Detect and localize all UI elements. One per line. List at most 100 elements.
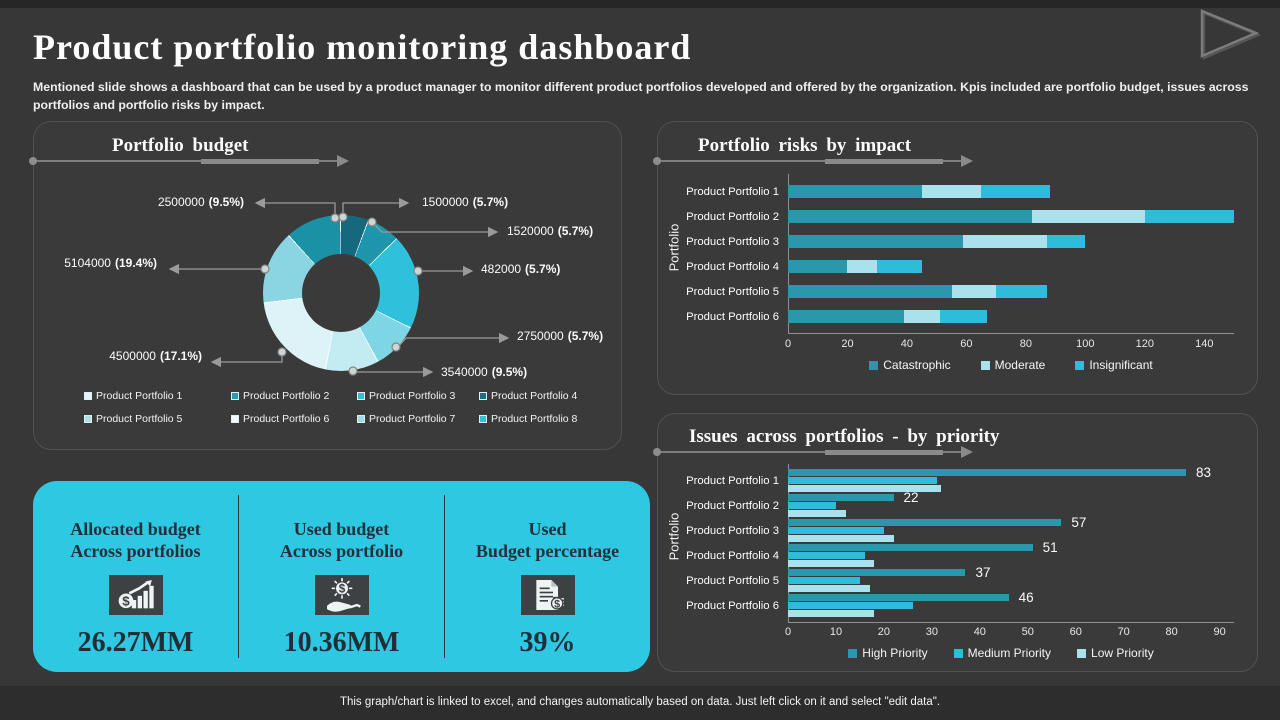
bar-low-priority: [788, 610, 875, 617]
kpi-used-budget: Used budget Across portfolio $ 10.36MM: [238, 495, 444, 658]
legend-item: Product Portfolio 4: [479, 390, 577, 402]
legend-label: Product Portfolio 1: [96, 390, 183, 402]
callout-pct: (19.4%): [114, 256, 157, 270]
bar-segment-insignificant: [1144, 210, 1234, 223]
legend-swatch: [953, 648, 963, 658]
category-label: Product Portfolio 5: [686, 285, 779, 298]
bar-track: [788, 260, 922, 273]
legend-swatch: [848, 648, 858, 658]
callout-value: 1500000: [422, 195, 469, 209]
bar-segment-moderate: [847, 260, 878, 273]
legend-label: Product Portfolio 4: [491, 390, 578, 402]
legend-item: Catastrophic: [869, 358, 951, 372]
risk-row: Product Portfolio 5: [664, 279, 1239, 304]
bar-track: [788, 185, 1050, 198]
legend-swatch: [231, 415, 239, 423]
risks-panel-title: Portfolio risks by impact: [698, 135, 912, 156]
header-arrow: [653, 446, 973, 458]
bar-high-priority: [788, 469, 1187, 476]
coin-bar-chart-icon: $: [108, 575, 163, 616]
issues-bars[interactable]: Product Portfolio 1 83 Product Portfolio 2…: [664, 465, 1239, 618]
bar-value-label: 57: [1071, 515, 1087, 530]
bar-segment-insignificant: [1046, 235, 1086, 248]
svg-text:$: $: [554, 599, 560, 611]
budget-document-icon: $: [520, 575, 575, 616]
legend-label: Insignificant: [1089, 358, 1153, 372]
callout-value: 3540000: [441, 365, 488, 379]
issues-x-axis: [788, 622, 1234, 623]
x-tick: 0: [784, 626, 792, 638]
legend-label: Catastrophic: [883, 358, 951, 372]
legend-swatch: [479, 392, 487, 400]
donut-callout: 482000 (5.7%): [481, 262, 560, 276]
bar-segment-catastrophic: [788, 260, 848, 273]
callout-pct: (5.7%): [525, 262, 561, 276]
bar-medium-priority: [788, 477, 937, 484]
kpi-used-budget-percentage: Used Budget percentage $ 39%: [444, 495, 650, 658]
x-tick: 0: [784, 338, 792, 350]
x-tick: 10: [829, 626, 843, 638]
page-subtitle: Mentioned slide shows a dashboard that c…: [33, 80, 1249, 112]
legend-item: Product Portfolio 3: [357, 390, 479, 402]
bar-segment-catastrophic: [788, 235, 964, 248]
category-label: Product Portfolio 3: [686, 524, 779, 537]
legend-item: High Priority: [848, 646, 928, 660]
issues-panel: Issues across portfolios - by priority P…: [653, 413, 1258, 672]
bar-segment-catastrophic: [788, 210, 1032, 223]
bar-high-priority: [788, 544, 1033, 551]
category-label: Product Portfolio 3: [686, 235, 779, 248]
category-label: Product Portfolio 6: [686, 599, 779, 612]
bar-high-priority: [788, 569, 966, 576]
kpi-value: 26.27MM: [77, 627, 194, 659]
bar-value-label: 46: [1018, 590, 1034, 605]
category-label: Product Portfolio 2: [686, 499, 779, 512]
donut-callout: 3540000 (9.5%): [441, 365, 527, 379]
x-tick: 30: [925, 626, 938, 638]
issue-row: Product Portfolio 1 83: [664, 465, 1239, 493]
risks-panel: Portfolio risks by impact Portfolio Prod…: [653, 121, 1258, 395]
bar-low-priority: [788, 585, 870, 592]
legend-item: Product Portfolio 7: [357, 413, 479, 425]
callout-value: 2500000: [157, 195, 205, 209]
legend-swatch: [357, 415, 365, 423]
callout-pct: (5.7%): [557, 224, 594, 238]
donut-callout: 1520000 (5.7%): [507, 224, 593, 238]
bar-track: [788, 210, 1234, 223]
bar-segment-insignificant: [996, 285, 1047, 298]
legend-swatch: [1075, 360, 1085, 370]
x-tick: 140: [1195, 338, 1214, 350]
kpi-value: 39%: [519, 627, 576, 659]
bar-group: 22: [788, 490, 1239, 518]
bar-segment-moderate: [951, 285, 997, 298]
bar-value-label: 51: [1042, 540, 1058, 555]
x-tick: 120: [1135, 338, 1154, 350]
top-strip: [0, 0, 1280, 8]
donut-callout: 4500000 (17.1%): [94, 349, 202, 363]
legend-label: Product Portfolio 3: [369, 390, 456, 402]
budget-donut-chart[interactable]: [263, 215, 419, 371]
legend-item: Moderate: [980, 358, 1045, 372]
bar-high-priority: [788, 594, 1009, 601]
bar-value-label: 37: [975, 565, 991, 580]
callout-value: 1520000: [507, 224, 554, 238]
x-tick: 80: [1019, 338, 1032, 350]
bar-segment-moderate: [903, 310, 940, 323]
dollar-hand-icon: $: [314, 575, 369, 616]
bar-medium-priority: [788, 527, 884, 534]
bar-segment-catastrophic: [788, 310, 904, 323]
risks-bars[interactable]: Product Portfolio 1 Product Portfolio 2 Pr…: [664, 179, 1239, 329]
bar-medium-priority: [788, 552, 865, 559]
x-tick: 90: [1213, 626, 1226, 638]
issue-row: Product Portfolio 2 22: [664, 490, 1239, 518]
x-tick: 40: [900, 338, 914, 350]
kpi-card: Allocated budget Across portfolios $ 26.2…: [33, 481, 650, 672]
bar-group: 46: [788, 590, 1239, 618]
bar-medium-priority: [788, 577, 860, 584]
legend-item: Low Priority: [1077, 646, 1154, 660]
svg-text:$: $: [338, 583, 345, 596]
legend-label: Product Portfolio 7: [369, 413, 456, 425]
bar-medium-priority: [788, 602, 913, 609]
category-label: Product Portfolio 5: [686, 574, 779, 587]
x-tick: 60: [960, 338, 973, 350]
page-title: Product portfolio monitoring dashboard: [33, 27, 692, 67]
